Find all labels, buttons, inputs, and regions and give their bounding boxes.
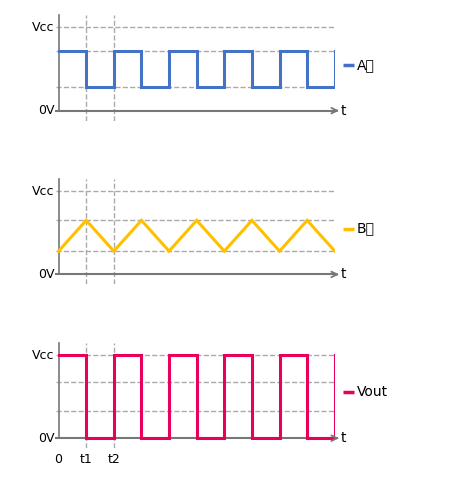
Text: B点: B点 [357,222,375,236]
Text: Vcc: Vcc [32,185,54,198]
Text: 0V: 0V [38,432,54,445]
Text: Vcc: Vcc [32,21,54,34]
Text: t: t [340,104,346,118]
Text: 0: 0 [54,453,63,466]
Text: t: t [340,431,346,445]
Text: 0V: 0V [38,104,54,117]
Text: A点: A点 [357,58,375,72]
Text: t: t [340,267,346,281]
Text: 0V: 0V [38,268,54,281]
Text: Vout: Vout [357,385,388,399]
Text: Vcc: Vcc [32,349,54,362]
Text: t2: t2 [107,453,120,466]
Text: t1: t1 [80,453,93,466]
